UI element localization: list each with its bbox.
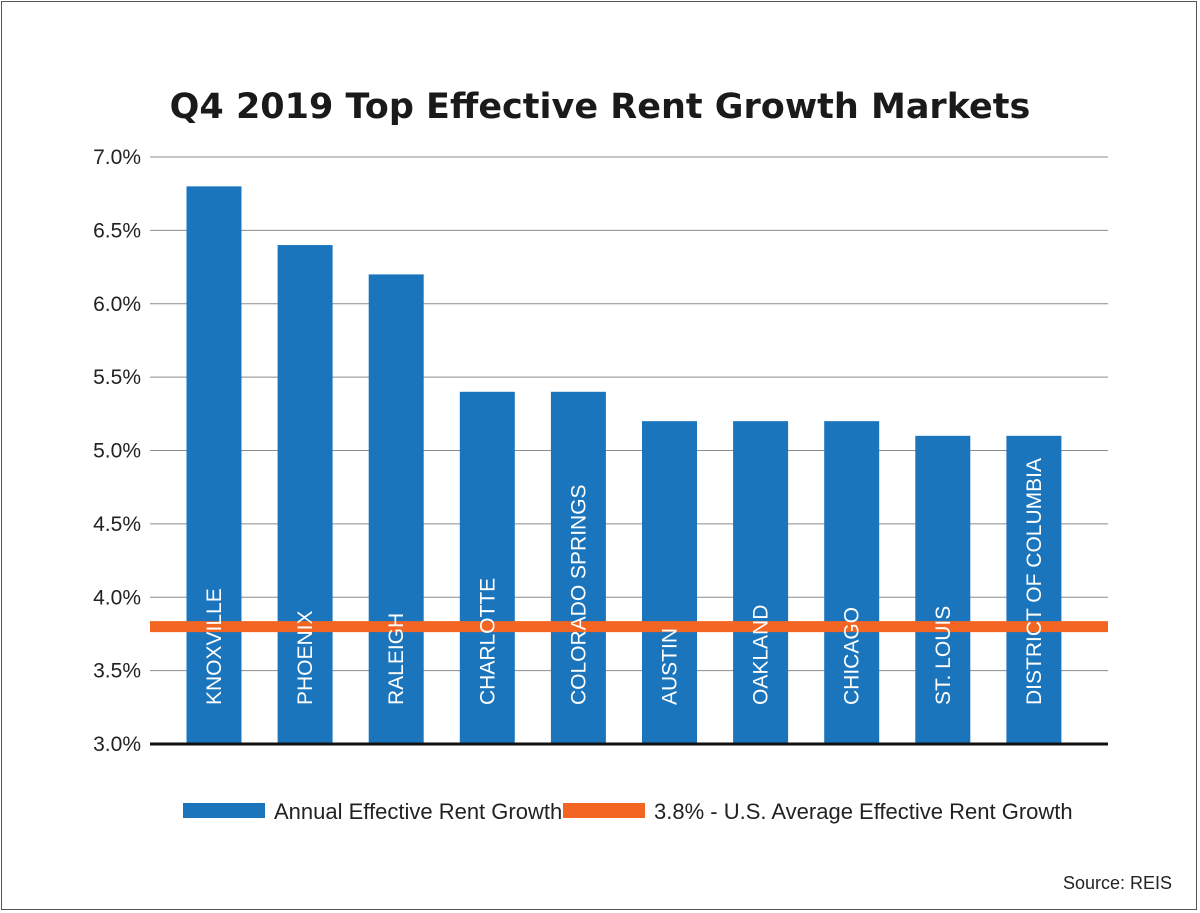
y-tick-label: 3.5% — [93, 660, 141, 683]
legend-swatch-bars — [183, 803, 265, 818]
y-tick-label: 6.5% — [93, 219, 141, 242]
y-tick-label: 6.0% — [93, 293, 141, 316]
bar — [733, 421, 789, 744]
y-tick-label: 5.0% — [93, 440, 141, 463]
y-tick-label: 7.0% — [93, 146, 141, 169]
category-label: PHOENIX — [294, 610, 317, 705]
bar — [550, 391, 606, 744]
bar — [824, 421, 880, 744]
category-label: CHARLOTTE — [476, 578, 499, 705]
bars — [186, 186, 1062, 745]
legend: Annual Effective Rent Growth 3.8% - U.S.… — [183, 799, 1073, 824]
category-label: AUSTIN — [659, 628, 682, 705]
legend-swatch-average — [563, 803, 645, 818]
y-tick-label: 5.5% — [93, 366, 141, 389]
category-label: COLORADO SPRINGS — [567, 484, 590, 705]
bar — [186, 186, 242, 745]
bar — [368, 274, 424, 744]
bar — [915, 435, 971, 744]
bar — [459, 391, 515, 744]
legend-label-bars: Annual Effective Rent Growth — [274, 799, 562, 824]
y-axis-ticks: 3.0% 3.5% 4.0% 4.5% 5.0% 5.5% 6.0% 6.5% 7.0% — [93, 146, 141, 756]
category-label: DISTRICT OF COLUMBIA — [1023, 458, 1046, 705]
category-label: ST. LOUIS — [932, 606, 955, 705]
y-tick-label: 4.0% — [93, 586, 141, 609]
chart-title: Q4 2019 Top Effective Rent Growth Market… — [170, 87, 1031, 127]
category-label: OAKLAND — [750, 605, 773, 705]
category-label: RALEIGH — [385, 613, 408, 705]
y-tick-label: 4.5% — [93, 513, 141, 536]
source-note: Source: REIS — [1063, 873, 1172, 893]
bar — [277, 245, 333, 745]
bar — [1006, 435, 1062, 744]
category-label: KNOXVILLE — [203, 588, 226, 705]
legend-label-average: 3.8% - U.S. Average Effective Rent Growt… — [654, 799, 1073, 824]
category-label: CHICAGO — [841, 607, 864, 705]
category-labels: KNOXVILLE PHOENIX RALEIGH CHARLOTTE COLORADO… — [203, 458, 1046, 705]
y-tick-label: 3.0% — [93, 733, 141, 756]
bar — [642, 421, 697, 744]
